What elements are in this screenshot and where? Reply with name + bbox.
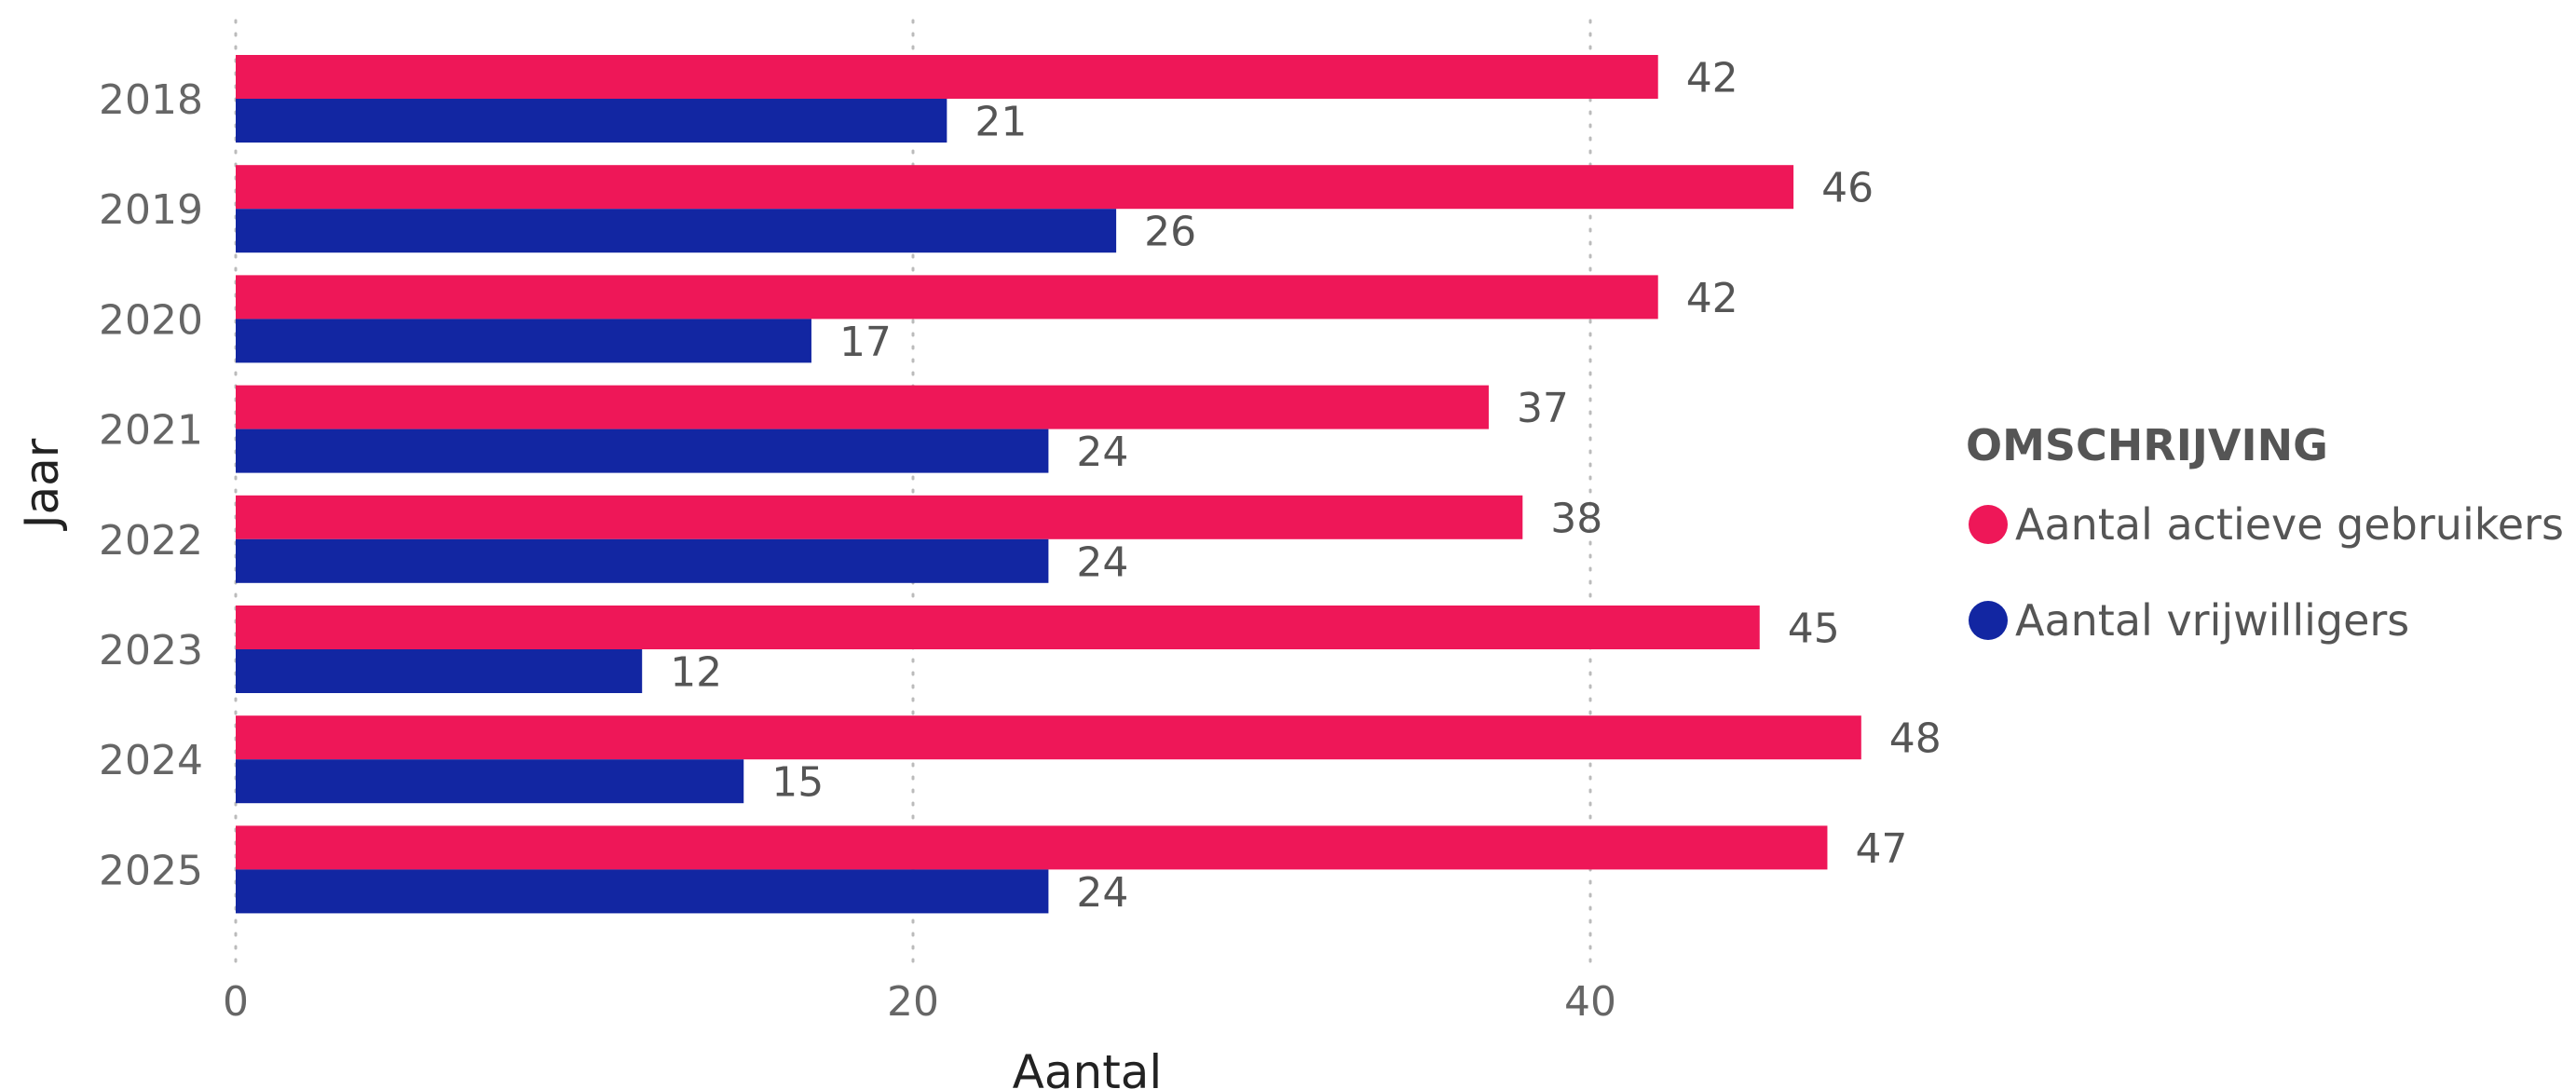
y-tick-label: 2024 [99,737,203,784]
y-tick-label: 2022 [99,517,203,565]
bars [236,55,1861,914]
data-label: 45 [1788,606,1840,653]
data-label: 42 [1686,55,1738,102]
bar-actieve-gebruikers-2024 [236,715,1861,760]
data-label: 46 [1821,165,1874,212]
data-label: 24 [1076,869,1128,917]
x-axis-title: Aantal [1013,1045,1163,1089]
bar-vrijwilligers-2021 [236,429,1049,473]
legend-marker [1969,601,2008,640]
data-label: 17 [839,319,892,366]
data-label: 24 [1076,429,1128,476]
data-label: 26 [1144,209,1196,256]
legend-marker [1969,505,2008,544]
legend-label: Aantal actieve gebruikers [2015,499,2564,550]
y-tick-label: 2020 [99,296,203,344]
gridlines [234,19,1592,963]
x-tick-label: 20 [887,978,939,1026]
data-label: 47 [1855,825,1907,873]
legend-label: Aantal vrijwilligers [2015,595,2409,646]
y-tick-label: 2019 [99,186,203,234]
data-label: 21 [975,99,1027,146]
data-label: 48 [1889,715,1942,763]
y-tick-label: 2025 [99,847,203,894]
bar-actieve-gebruikers-2025 [236,825,1828,870]
data-label: 42 [1686,275,1738,322]
bar-vrijwilligers-2019 [236,209,1117,253]
legend-item[interactable]: Aantal vrijwilligers [1969,595,2409,646]
data-labels: 42 21 46 26 42 17 37 24 38 24 45 12 48 15 47 24 [670,55,1942,917]
legend-item[interactable]: Aantal actieve gebruikers [1969,499,2564,550]
bar-vrijwilligers-2020 [236,319,811,363]
y-axis-title: Jaar [15,438,69,531]
bar-vrijwilligers-2018 [236,99,947,143]
bar-vrijwilligers-2022 [236,538,1049,583]
data-label: 12 [670,649,722,697]
axes: Aantal Jaar 0 20 40 2018 2019 2020 2021 2022 202… [15,76,1616,1089]
x-tick-label: 0 [223,978,249,1026]
data-label: 15 [771,759,824,807]
data-label: 37 [1517,385,1569,432]
y-tick-label: 2023 [99,627,203,674]
y-tick-label: 2018 [99,76,203,124]
bar-actieve-gebruikers-2022 [236,495,1523,539]
legend: OMSCHRIJVING Aantal actieve gebruikers Aa… [1966,420,2564,646]
data-label: 38 [1550,495,1602,542]
data-label: 24 [1076,538,1128,586]
x-tick-label: 40 [1564,978,1616,1026]
bar-actieve-gebruikers-2023 [236,606,1760,649]
bar-vrijwilligers-2023 [236,649,643,693]
bar-actieve-gebruikers-2018 [236,55,1658,99]
bar-vrijwilligers-2025 [236,869,1049,914]
bar-actieve-gebruikers-2020 [236,275,1658,320]
y-tick-label: 2021 [99,407,203,455]
bar-actieve-gebruikers-2019 [236,165,1794,210]
bar-actieve-gebruikers-2021 [236,385,1489,429]
bar-vrijwilligers-2024 [236,759,744,804]
legend-title: OMSCHRIJVING [1966,420,2328,470]
